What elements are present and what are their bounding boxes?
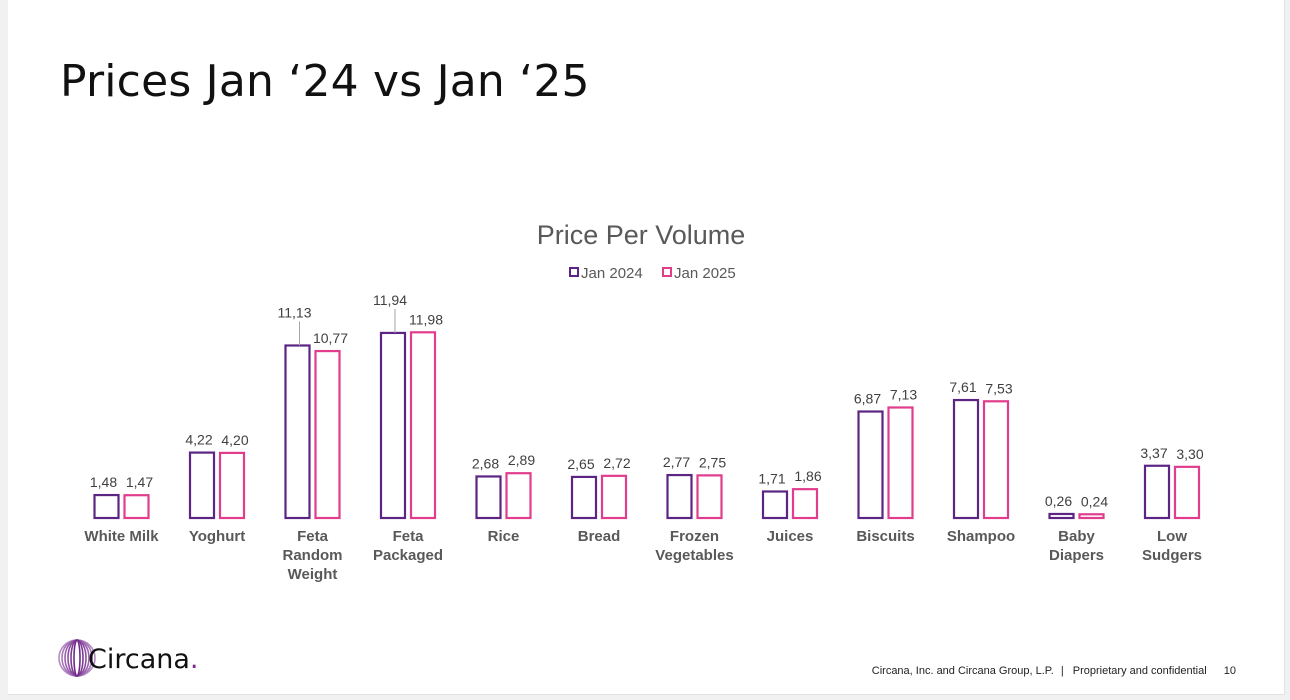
value-label: 0,24 (1081, 493, 1108, 509)
value-label: 1,86 (794, 468, 821, 484)
slide: Prices Jan ‘24 vs Jan ‘25 Price Per Volu… (8, 0, 1285, 695)
value-label: 11,94 (373, 292, 407, 308)
bar-jan-2024 (857, 410, 884, 520)
slide-title: Prices Jan ‘24 vs Jan ‘25 (60, 56, 590, 107)
footer-separator: | (1060, 665, 1064, 677)
value-label: 2,77 (663, 454, 690, 470)
category-label: Diapers (1049, 547, 1104, 564)
bar-jan-2025 (409, 331, 437, 520)
bar-jan-2025 (887, 406, 914, 520)
category-label: Bread (578, 528, 621, 545)
value-label: 6,87 (854, 391, 881, 407)
legend-label-jan-2024: Jan 2024 (581, 265, 643, 282)
category-label: Weight (288, 566, 338, 583)
category-label: Feta (393, 528, 425, 545)
value-label: 1,47 (126, 474, 153, 490)
value-label: 11,13 (278, 304, 312, 320)
bar-jan-2025 (314, 349, 341, 520)
value-label: 7,53 (985, 380, 1012, 396)
footer: Circana, Inc. and Circana Group, L.P. | … (872, 665, 1236, 677)
bar-jan-2025 (505, 472, 532, 520)
value-label: 11,98 (409, 311, 443, 327)
bar-jan-2024 (284, 344, 311, 520)
bar-jan-2025 (600, 474, 628, 520)
bar-jan-2024 (570, 475, 598, 520)
legend-swatch-jan-2024 (569, 267, 579, 277)
value-label: 2,68 (472, 455, 499, 471)
bar-jan-2024 (475, 475, 502, 520)
circana-logo-mark-icon (58, 639, 96, 677)
page-number: 10 (1223, 665, 1236, 677)
bar-jan-2025 (1173, 465, 1201, 520)
category-label: Frozen (670, 528, 719, 545)
value-label: 2,72 (603, 455, 630, 471)
category-label: Biscuits (856, 528, 914, 545)
bar-jan-2024 (1143, 464, 1171, 520)
value-label: 2,65 (567, 456, 594, 472)
category-label: Feta (297, 528, 329, 545)
circana-logo: Circana. (56, 636, 256, 680)
category-label: Vegetables (655, 547, 733, 564)
bar-jan-2024 (93, 493, 120, 520)
category-label: Baby (1058, 528, 1095, 545)
category-label: Yoghurt (189, 528, 245, 545)
category-label: Random (283, 547, 343, 564)
value-label: 1,71 (758, 470, 785, 486)
value-label: 3,37 (1140, 445, 1167, 461)
bar-jan-2025 (696, 474, 723, 520)
value-label: 7,13 (890, 386, 917, 402)
category-label: Sudgers (1142, 547, 1202, 564)
category-label: Rice (488, 528, 520, 545)
category-label: Low (1157, 528, 1187, 545)
bar-jan-2024 (379, 331, 407, 520)
bar-jan-2024 (1048, 512, 1075, 520)
value-label: 7,61 (949, 379, 976, 395)
value-label: 4,20 (221, 432, 248, 448)
bar-jan-2024 (952, 398, 980, 520)
value-label: 2,75 (699, 454, 726, 470)
value-label: 3,30 (1176, 446, 1203, 462)
category-label: Packaged (373, 547, 443, 564)
value-label: 1,48 (90, 474, 117, 490)
bar-jan-2025 (218, 451, 246, 520)
bar-jan-2025 (1078, 513, 1105, 520)
bar-jan-2025 (791, 488, 819, 520)
category-label: Juices (767, 528, 814, 545)
bar-jan-2025 (123, 494, 150, 520)
value-label: 10,77 (313, 330, 348, 346)
price-per-volume-chart: Price Per Volume Jan 2024 Jan 2025 1,48 1,47… (84, 220, 1203, 583)
bar-jan-2024 (666, 473, 693, 520)
legend-swatch-jan-2025 (662, 267, 672, 277)
footer-confidential: Proprietary and confidential (1072, 665, 1207, 677)
bar-jan-2024 (188, 451, 216, 520)
value-label: 0,26 (1045, 493, 1072, 509)
category-label: Shampoo (947, 528, 1015, 545)
category-label: White Milk (84, 528, 159, 545)
legend-label-jan-2025: Jan 2025 (674, 265, 736, 282)
value-label: 4,22 (185, 432, 212, 448)
logo-wordmark: Circana. (88, 644, 199, 675)
chart-title: Price Per Volume (537, 220, 746, 250)
bar-jan-2025 (982, 400, 1010, 520)
bar-jan-2024 (761, 490, 789, 520)
value-label: 2,89 (508, 452, 535, 468)
footer-company: Circana, Inc. and Circana Group, L.P. (871, 665, 1054, 677)
